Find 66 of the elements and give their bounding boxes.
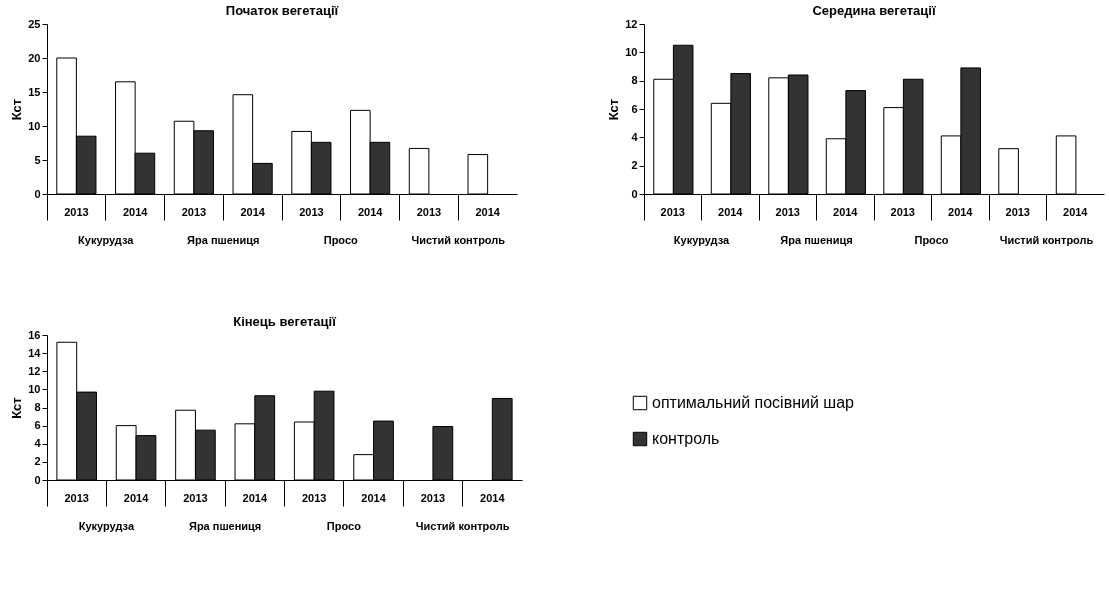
x-tick-label: 2013 — [660, 205, 685, 218]
text: Яра пшениця — [188, 520, 262, 532]
text: Просо — [323, 234, 359, 246]
x-tick-label: 2014 — [948, 205, 974, 218]
x-tick-label: 2014 — [357, 205, 384, 218]
x-tick-label: 2014 — [361, 491, 387, 504]
y-tick-label: 0 — [34, 187, 41, 200]
text: Просо — [326, 520, 362, 532]
x-tick-label: 2013 — [183, 491, 208, 504]
text: Чистий контроль — [999, 234, 1094, 246]
x-tick-label: 2014 — [480, 491, 506, 504]
y-tick-label: 10 — [28, 382, 41, 395]
x-tick-label: 2013 — [420, 491, 446, 504]
text: Кукурудза — [673, 234, 731, 246]
y-tick-label: 12 — [625, 17, 638, 30]
x-tick-label: 2014 — [833, 205, 859, 218]
text: Кукурудза — [78, 234, 135, 246]
y-tick-label: 16 — [28, 328, 41, 341]
y-axis-title: Кст — [606, 98, 622, 121]
y-tick-label: 10 — [28, 119, 41, 132]
chart-title: Середина вегетації — [812, 3, 936, 18]
chart-title: Початок вегетації — [225, 3, 339, 18]
chart-title: Кінець вегетації — [233, 314, 337, 329]
y-axis-title: Кст — [9, 397, 25, 419]
legend-label: контроль — [652, 430, 720, 447]
y-tick-label: 0 — [631, 187, 638, 200]
y-tick-label: 12 — [28, 364, 41, 377]
x-tick-label: 2014 — [718, 205, 744, 218]
y-tick-label: 0 — [34, 473, 41, 486]
x-tick-label: 2013 — [416, 205, 442, 218]
x-tick-label: 2013 — [299, 205, 324, 218]
text: Чистий контроль — [415, 520, 510, 532]
legend-label: оптимальний посівний шар — [652, 394, 855, 411]
x-tick-label: 2013 — [1005, 205, 1030, 218]
y-tick-label: 2 — [34, 455, 41, 468]
x-tick-label: 2013 — [64, 205, 89, 218]
y-tick-label: 20 — [28, 51, 41, 64]
y-tick-label: 5 — [34, 153, 41, 166]
x-tick-label: 2014 — [1063, 205, 1089, 218]
y-tick-label: 4 — [631, 130, 639, 143]
x-tick-label: 2013 — [181, 205, 207, 218]
text: Чистий контроль — [411, 234, 506, 246]
x-tick-label: 2014 — [122, 205, 149, 218]
x-tick-label: 2013 — [301, 491, 327, 504]
y-tick-label: 4 — [34, 437, 42, 450]
x-tick-label: 2013 — [64, 491, 89, 504]
x-tick-label: 2014 — [240, 205, 266, 218]
y-tick-label: 25 — [28, 17, 41, 30]
text: Яра пшениця — [780, 234, 853, 246]
text: Просо — [914, 234, 949, 246]
y-tick-label: 15 — [28, 85, 41, 98]
y-tick-label: 14 — [28, 346, 42, 359]
y-tick-label: 10 — [625, 45, 638, 58]
x-tick-label: 2014 — [475, 205, 501, 218]
x-tick-label: 2014 — [242, 491, 268, 504]
text: Яра пшениця — [187, 234, 260, 246]
y-tick-label: 2 — [631, 159, 638, 172]
y-tick-label: 8 — [631, 74, 638, 87]
y-axis-title: Кст — [9, 98, 25, 121]
x-tick-label: 2014 — [123, 491, 150, 504]
text: Кукурудза — [78, 520, 135, 532]
y-tick-label: 8 — [34, 401, 41, 413]
y-tick-label: 6 — [34, 419, 41, 432]
y-tick-label: 6 — [631, 102, 638, 115]
x-tick-label: 2013 — [775, 205, 800, 218]
x-tick-label: 2013 — [890, 205, 915, 218]
